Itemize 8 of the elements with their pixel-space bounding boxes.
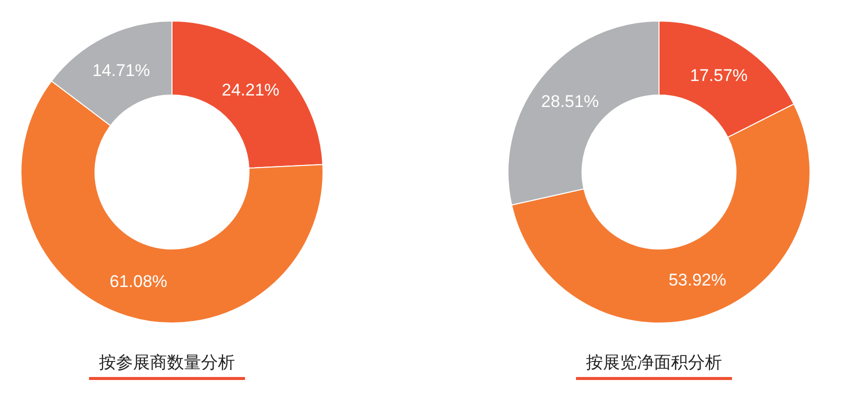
data-label: 17.57%: [690, 66, 748, 85]
data-label: 28.51%: [541, 92, 599, 111]
data-label: 14.71%: [92, 60, 150, 80]
data-label: 24.21%: [222, 80, 280, 100]
text: 按展览净面积分析: [586, 353, 722, 372]
data-label: 61.08%: [110, 272, 168, 291]
data-label: 53.92%: [668, 270, 726, 290]
text: 按参展商数量分析: [99, 353, 235, 372]
